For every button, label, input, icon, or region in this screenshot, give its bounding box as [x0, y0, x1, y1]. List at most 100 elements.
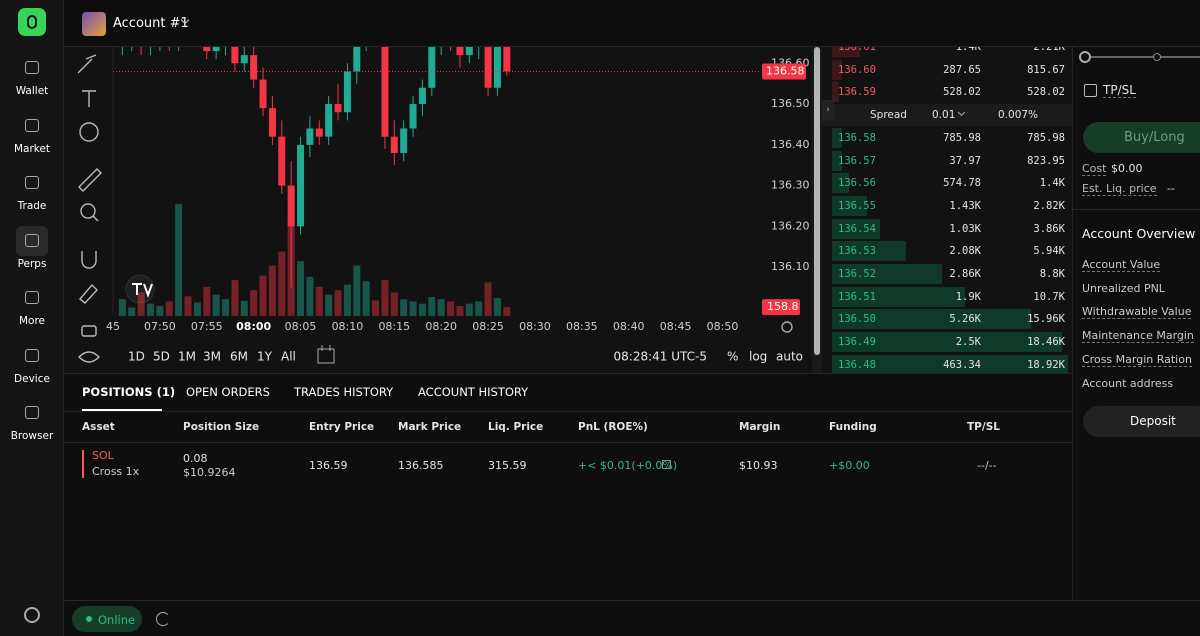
- date-range-icon[interactable]: [317, 345, 335, 364]
- bid-row[interactable]: 136.56 574.78 1.4K: [822, 172, 1072, 194]
- magnet-tool[interactable]: [81, 251, 97, 269]
- timeframe[interactable]: 6M: [230, 350, 248, 364]
- candle-body: [381, 47, 389, 137]
- cost-value: $0.00: [1111, 162, 1143, 175]
- candle-body: [493, 47, 501, 88]
- slider-knob[interactable]: [1079, 51, 1091, 63]
- volume-bar: [503, 307, 511, 316]
- spread-chevron[interactable]: [957, 109, 966, 117]
- nav-label[interactable]: More: [18, 315, 46, 327]
- lock-tool[interactable]: [81, 325, 97, 337]
- liq-price: 315.59: [488, 459, 527, 472]
- total: 15.96K: [1027, 313, 1065, 326]
- depth-bar: [832, 286, 966, 307]
- tab[interactable]: TRADES HISTORY: [294, 385, 394, 399]
- bid-row[interactable]: 136.50 5.26K 15.96K: [822, 308, 1072, 330]
- share-icon[interactable]: [662, 460, 671, 469]
- account-name[interactable]: Account #1: [113, 16, 189, 31]
- pnl: +< $0.01(+0.0%): [578, 459, 678, 472]
- nav-label[interactable]: Browser: [10, 430, 54, 442]
- x-tick-label: 08:25: [472, 320, 504, 333]
- ruler-tool[interactable]: [78, 168, 102, 192]
- emoji-tool[interactable]: [79, 122, 99, 142]
- volume-bar: [493, 298, 501, 316]
- bid-row[interactable]: 136.48 463.34 18.92K: [822, 354, 1072, 373]
- nav-icon[interactable]: [25, 176, 39, 189]
- bid-row[interactable]: 136.58 785.98 785.98: [822, 127, 1072, 149]
- candle-body: [484, 47, 492, 88]
- lock-draw-tool[interactable]: [78, 283, 98, 304]
- last-price-label: 136.58: [766, 64, 805, 77]
- volume-bar: [231, 280, 239, 316]
- price: 136.56: [838, 177, 876, 190]
- bid-row[interactable]: 136.49 2.5K 18.46K: [822, 331, 1072, 353]
- candle-body: [409, 104, 417, 129]
- volume-bar: [447, 301, 455, 316]
- deposit-button[interactable]: Deposit: [1083, 406, 1200, 437]
- scale-option[interactable]: auto: [776, 350, 803, 364]
- ask-row[interactable]: 136.61 1.4K 2.21K: [822, 47, 1072, 58]
- brush-tool[interactable]: [77, 54, 97, 74]
- tab[interactable]: OPEN ORDERS: [186, 385, 270, 399]
- timeframe[interactable]: 1M: [178, 350, 196, 364]
- bid-row[interactable]: 136.57 37.97 823.95: [822, 150, 1072, 172]
- bid-row[interactable]: 136.53 2.08K 5.94K: [822, 240, 1072, 262]
- collapse-tab[interactable]: ›: [822, 100, 834, 120]
- logo[interactable]: [18, 8, 46, 36]
- tpsl-edit[interactable]: --/--: [977, 459, 997, 472]
- settings-icon[interactable]: [24, 607, 40, 623]
- nav-icon[interactable]: [25, 61, 39, 74]
- column-header: Margin: [739, 421, 781, 433]
- nav-label[interactable]: Device: [14, 373, 50, 385]
- nav-icon[interactable]: [25, 349, 39, 362]
- tpsl-checkbox[interactable]: [1084, 84, 1097, 97]
- scale-option[interactable]: log: [749, 350, 767, 364]
- candle-body: [259, 79, 267, 109]
- timeframe[interactable]: All: [281, 350, 296, 364]
- total: 18.92K: [1027, 358, 1065, 371]
- size: 37.97: [949, 154, 981, 167]
- timeframe[interactable]: 3M: [203, 350, 221, 364]
- candle-body: [250, 55, 258, 80]
- bid-row[interactable]: 136.51 1.9K 10.7K: [822, 286, 1072, 308]
- nav-icon[interactable]: [25, 291, 39, 304]
- tv-logo: [125, 274, 155, 304]
- eye-tool[interactable]: [78, 351, 100, 363]
- nav-label[interactable]: Market: [13, 143, 51, 155]
- price: 136.60: [838, 63, 876, 76]
- ask-row[interactable]: 136.60 287.65 815.67: [822, 59, 1072, 81]
- clock: 08:28:41 UTC-5: [614, 350, 707, 364]
- size: 574.78: [943, 177, 981, 190]
- timeframe[interactable]: 1Y: [257, 350, 273, 364]
- nav-label[interactable]: Perps: [17, 258, 47, 270]
- slider-track[interactable]: [1085, 56, 1200, 58]
- axis-settings[interactable]: [781, 321, 793, 333]
- depth-bar: [832, 309, 1032, 330]
- scroll-thumb[interactable]: [814, 47, 820, 355]
- avatar[interactable]: [82, 12, 106, 36]
- timeframe[interactable]: 5D: [153, 350, 170, 364]
- nav-label[interactable]: Trade: [17, 200, 47, 212]
- ask-row[interactable]: 136.59 528.02 528.02: [822, 81, 1072, 103]
- tab[interactable]: POSITIONS (1): [82, 385, 176, 399]
- tab[interactable]: ACCOUNT HISTORY: [418, 385, 529, 399]
- nav-label[interactable]: Wallet: [15, 85, 49, 97]
- overview-item: Unrealized PNL: [1082, 281, 1165, 295]
- scale-option[interactable]: %: [727, 350, 738, 364]
- volume-bar: [409, 301, 417, 316]
- margin-mode: Cross 1x: [92, 465, 140, 478]
- zoom-tool[interactable]: [80, 203, 96, 219]
- depth-bar: [832, 354, 1068, 373]
- buy-button[interactable]: Buy/Long: [1083, 122, 1200, 153]
- bid-row[interactable]: 136.54 1.03K 3.86K: [822, 218, 1072, 240]
- nav-icon[interactable]: [25, 234, 39, 247]
- size: 785.98: [943, 131, 981, 144]
- bid-row[interactable]: 136.52 2.86K 8.8K: [822, 263, 1072, 285]
- nav-icon[interactable]: [25, 119, 39, 132]
- timeframe[interactable]: 1D: [128, 350, 145, 364]
- volume-bar: [362, 281, 370, 316]
- text-tool[interactable]: [82, 90, 96, 107]
- refresh-icon[interactable]: [156, 612, 170, 626]
- bid-row[interactable]: 136.55 1.43K 2.82K: [822, 195, 1072, 217]
- nav-icon[interactable]: [25, 406, 39, 419]
